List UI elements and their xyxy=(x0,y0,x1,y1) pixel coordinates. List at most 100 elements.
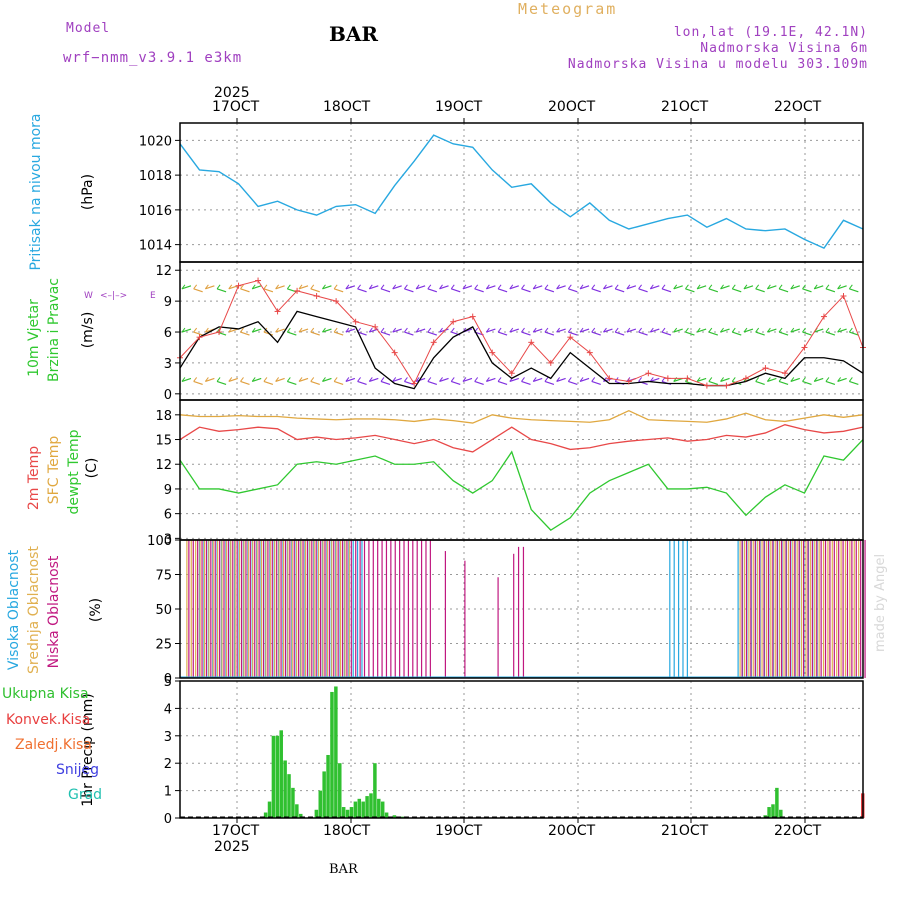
wind-arrow-head xyxy=(298,327,303,333)
wind-arrow xyxy=(626,328,637,333)
precip-bar xyxy=(295,804,299,818)
precip-bar xyxy=(373,763,377,818)
wind-arrow xyxy=(720,328,730,333)
precip-bar xyxy=(779,809,783,818)
y-tick-label: 25 xyxy=(155,638,172,653)
wind-arrow xyxy=(228,328,238,333)
wind-arrow xyxy=(778,331,789,336)
wind-arrow xyxy=(614,288,625,293)
wind-arrow xyxy=(825,380,836,386)
wind-arrow xyxy=(415,285,426,290)
wind-arrow xyxy=(486,377,496,383)
precip-bar xyxy=(349,807,354,818)
wind-arrow-head xyxy=(673,284,678,290)
precip-bar xyxy=(263,812,268,818)
date-label-bottom-0: 17OCT xyxy=(212,823,260,839)
t2m-label: 2m Temp xyxy=(26,446,42,510)
wind-arrow xyxy=(673,377,683,383)
y-tick-label: 9 xyxy=(164,483,172,498)
wind-arrow-head xyxy=(298,284,303,290)
y-tick-label: 9 xyxy=(164,295,172,310)
wind-arrow-head xyxy=(626,327,631,333)
wind-arrow xyxy=(696,328,707,333)
wind-arrow-head xyxy=(591,284,596,290)
wind-arrow xyxy=(673,285,683,290)
wind-arrow xyxy=(685,331,695,336)
y-tick-label: 0 xyxy=(164,388,172,403)
wind-arrow-head xyxy=(240,327,244,333)
wind-arrow-head xyxy=(181,377,186,382)
wind-arrow-head xyxy=(368,327,373,333)
wind-arrow xyxy=(556,285,566,290)
wind-arrow-head xyxy=(755,327,760,333)
year-label-top: 2025 xyxy=(214,85,250,101)
wind-arrow xyxy=(193,380,203,386)
wind-arrow xyxy=(521,380,531,386)
wind-arrow-head xyxy=(603,284,607,290)
wind-arrow-head xyxy=(357,377,361,382)
wind-arrow xyxy=(451,380,461,386)
wind-arrow xyxy=(357,288,367,293)
wind-arrow xyxy=(849,331,859,336)
wind-arrow-head xyxy=(720,327,724,333)
wind-arrow-head xyxy=(556,377,561,382)
wind-arrow xyxy=(802,380,812,386)
high-cloud-label: Visoka Oblacnost xyxy=(6,549,22,670)
wind-arrow xyxy=(333,288,344,293)
y-tick-label: 4 xyxy=(164,702,172,717)
wind-arrow-head xyxy=(532,284,537,290)
wind-gust-line xyxy=(179,279,864,387)
wind-arrow-head xyxy=(591,377,596,382)
wind-arrow-head xyxy=(286,284,291,290)
wind-arrow-head xyxy=(298,377,303,382)
wind-arrow xyxy=(228,377,238,383)
wind-arrow xyxy=(240,331,250,336)
wind-arrow-head xyxy=(275,284,280,290)
wind-arrow-head xyxy=(778,284,783,290)
wind-arrow-head xyxy=(275,377,280,382)
wind-arrow xyxy=(708,380,719,386)
wind-arrow xyxy=(310,331,320,336)
wind-arrow xyxy=(287,380,297,386)
precip-bar xyxy=(287,774,291,818)
wind-arrow-head xyxy=(802,327,806,333)
wind-arrow xyxy=(556,328,566,333)
wind-arrow xyxy=(486,328,496,333)
wind-arrow-head xyxy=(181,327,186,333)
wind-arrow-head xyxy=(743,284,748,290)
temp-line-0 xyxy=(179,424,864,453)
watermark: made by Angel xyxy=(873,554,888,652)
y-tick-label: 3 xyxy=(164,532,172,547)
y-tick-label: 6 xyxy=(164,326,172,341)
wind-arrow xyxy=(802,331,812,336)
precip-bar xyxy=(322,771,326,818)
wind-arrow xyxy=(568,288,578,293)
precip-bar xyxy=(291,787,295,818)
wind-arrow-head xyxy=(813,377,818,382)
wind-arrow xyxy=(638,288,648,293)
wind-arrow xyxy=(591,380,601,386)
y-tick-label: 1020 xyxy=(139,134,172,149)
wind-arrow-head xyxy=(673,327,678,333)
wind-arrow-head xyxy=(392,377,397,382)
wind-arrow-head xyxy=(579,377,584,382)
wind-arrow xyxy=(181,328,192,333)
y-tick-label: 18 xyxy=(155,409,172,424)
wind-arrow xyxy=(521,331,531,336)
wind-arrow-head xyxy=(591,327,596,333)
wind-speed-line xyxy=(179,310,864,390)
wind-arrow-head xyxy=(837,284,842,290)
wind-arrow xyxy=(767,285,777,290)
model-label: Model xyxy=(66,21,111,36)
wind-arrow xyxy=(380,288,391,293)
wind-arrow xyxy=(415,328,426,333)
wind-arrow-head xyxy=(263,284,268,290)
wind-arrow-head xyxy=(404,377,408,382)
wind-arrow xyxy=(298,377,309,383)
wind-arrow xyxy=(837,328,847,333)
wind-arrow-head xyxy=(661,377,666,382)
wind-arrow-head xyxy=(345,327,350,333)
temp-unit: (C) xyxy=(84,458,100,479)
wind-arrow xyxy=(544,288,555,293)
wind-arrow-head xyxy=(567,377,572,382)
